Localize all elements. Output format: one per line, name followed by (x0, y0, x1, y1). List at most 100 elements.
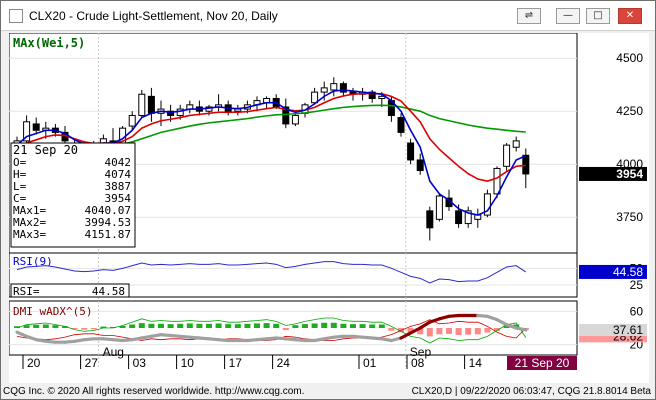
cursor-row-value: 3994.53 (85, 216, 131, 229)
dmi-bar-minus (407, 328, 414, 334)
adx-segment (485, 314, 499, 322)
dmi-last-value-2: 37.61 (613, 323, 643, 337)
restore-button[interactable]: □ (586, 8, 610, 24)
dmi-bar-plus (215, 323, 222, 328)
candle-down (397, 117, 405, 133)
dmi-bar-plus (503, 325, 510, 328)
adx-segment (178, 334, 192, 339)
dmi-bar-plus (330, 322, 337, 328)
candle-up (483, 193, 491, 216)
day-label: 10 (181, 356, 195, 370)
dmi-bar-plus (340, 323, 347, 328)
date-axis: 20 27 03 10 17 24 01 08 14 Aug Sep 21 Sep 20 (22, 345, 577, 370)
dmi-bar-plus (62, 326, 68, 328)
adx-segment (447, 313, 461, 318)
cursor-box-frame (10, 142, 136, 248)
day-label: 24 (277, 356, 291, 370)
rsi-tick-label: 25 (630, 278, 644, 292)
dmi-bar-minus (455, 328, 462, 335)
dmi-bar-minus (388, 328, 395, 331)
cursor-row-label: H= (13, 168, 27, 181)
dmi-bar-minus (484, 328, 491, 333)
price-axis: 45004250400037503954502544.58602028.6237… (579, 51, 647, 352)
dmi-tick-label: 60 (630, 304, 644, 318)
rsi-last-marker (579, 264, 647, 279)
candle-up (512, 140, 520, 148)
adx-segment (437, 314, 451, 321)
dmi-bar-plus (167, 324, 174, 328)
minus-di-line (16, 319, 527, 341)
candle-up (311, 91, 319, 104)
adx-segment (130, 336, 144, 342)
dmi-bar-plus (254, 323, 260, 328)
adx-segment (284, 337, 297, 342)
adx-segment (25, 334, 38, 342)
rsi-readout-label: RSI= (13, 285, 40, 298)
cursor-row-label: O= (13, 156, 27, 169)
adx-segment (72, 338, 86, 343)
day-label: 27 (85, 356, 99, 370)
chart-svg[interactable]: MAx(Wei,5) RSI(9) DMI wADX^(5) 21 Sep 20… (9, 33, 649, 383)
adx-segment (120, 338, 134, 343)
cursor-date: 21 Sep 20 (13, 143, 78, 157)
adx-segment (389, 336, 403, 343)
adx-segment (140, 334, 153, 340)
candle-up (291, 114, 299, 125)
cursor-row-value: 4074 (105, 168, 132, 181)
cursor-rows: O= 4042 H= 4074 L= 3887 C= 3954 MAx1= 4040.07 MAx2… (13, 156, 131, 241)
link-icon[interactable]: ⇌ (517, 8, 541, 24)
adx-segment (399, 331, 413, 340)
plus-di-line (16, 317, 527, 344)
adx-segment (476, 313, 489, 318)
adx-segment (505, 323, 518, 330)
dmi-bar-plus (110, 326, 116, 328)
adx-segment (313, 337, 326, 343)
adx-segment (63, 339, 77, 344)
dmi-bar-minus (474, 328, 481, 335)
dmi-bar-plus (158, 323, 164, 328)
minimize-button[interactable]: — (556, 8, 580, 24)
close-button[interactable]: ✕ (618, 8, 642, 24)
day-label: 03 (133, 356, 147, 370)
adx-segment (428, 317, 441, 324)
dmi-series (14, 313, 529, 344)
candle-down (455, 210, 463, 225)
adx-segment (380, 337, 393, 343)
rsi-readout-value: 44.58 (92, 285, 125, 298)
chart-area[interactable]: MAx(Wei,5) RSI(9) DMI wADX^(5) 21 Sep 20… (9, 33, 649, 383)
dmi-bar-plus (206, 323, 212, 328)
dmi-bar-plus (138, 323, 145, 328)
rsi-readout: RSI= 44.58 (10, 283, 130, 298)
dmi-bar-plus (359, 324, 366, 328)
dmi-bar-minus (90, 328, 97, 330)
cursor-row-value: 3887 (105, 180, 132, 193)
dmi-bar-minus (436, 328, 443, 335)
day-label: 14 (469, 356, 483, 370)
adx-segment (322, 335, 336, 341)
adx-segment (495, 318, 509, 327)
dmi-bar-minus (426, 328, 433, 337)
candle-down (368, 91, 376, 99)
adx-segment (169, 333, 182, 338)
candle-down (167, 110, 175, 116)
adx-segment (149, 333, 163, 338)
last-price-marker (579, 166, 647, 181)
adx-segment (409, 326, 422, 335)
dmi-bar-minus (81, 328, 88, 330)
candle-down (416, 159, 424, 172)
adx-segment (44, 339, 58, 344)
price-tick-label: 3750 (616, 210, 643, 224)
dmi-bar-plus (292, 325, 299, 328)
adx-segment (332, 334, 345, 339)
dmi-bar-plus (14, 326, 20, 328)
cursor-row-value: 4042 (105, 156, 132, 169)
candle-down (407, 142, 415, 161)
dmi-bar-minus (71, 328, 78, 330)
candle-down (282, 106, 290, 125)
cursor-row-value: 4040.07 (85, 204, 131, 217)
title-bar[interactable]: CLX20 - Crude Light-Settlement, Nov 20, … (1, 1, 655, 31)
dmi-bar-plus (311, 323, 318, 328)
dmi-label: DMI wADX^(5) (13, 305, 92, 318)
adx-segment (351, 334, 365, 339)
dmi-bar-plus (119, 325, 126, 328)
